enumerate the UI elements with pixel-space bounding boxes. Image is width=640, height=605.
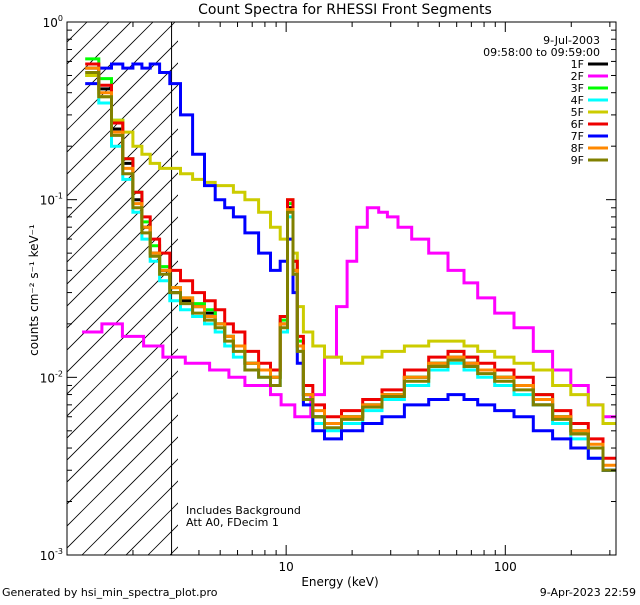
hatch-line — [67, 260, 178, 373]
hatch-line — [390, 22, 640, 555]
hatch-line — [0, 22, 21, 555]
hatch-line — [67, 172, 178, 285]
plot-frame — [66, 21, 617, 556]
legend-label-6F: 6F — [571, 118, 584, 131]
x-tick-label: 10 — [279, 560, 294, 574]
hatch-line — [67, 150, 178, 263]
hatch-line — [67, 106, 178, 219]
hatch-line — [456, 22, 640, 555]
hatch-line — [67, 194, 178, 307]
generation-timestamp: 9-Apr-2023 22:59 — [540, 586, 636, 599]
hatch-line — [67, 22, 176, 131]
y-axis-label: counts cm⁻² s⁻¹ keV⁻¹ — [27, 224, 41, 356]
hatch-line — [67, 128, 178, 241]
legend-label-4F: 4F — [571, 94, 584, 107]
y-tick-base: 10 — [43, 16, 58, 30]
y-tick-labels: 100 10-1 10-2 10-3 — [40, 14, 63, 563]
legend-label-5F: 5F — [571, 106, 584, 119]
observation-time-range: 09:58:00 to 09:59:00 — [483, 46, 600, 59]
hatch-line — [588, 22, 640, 555]
y-tick-exponent: 0 — [58, 14, 63, 23]
hatch-line — [67, 22, 110, 65]
generator-credit: Generated by hsi_min_spectra_plot.pro — [2, 586, 218, 599]
hatch-line — [67, 304, 178, 417]
y-tick-exponent: -1 — [55, 192, 63, 201]
hatch-line — [169, 546, 178, 555]
x-axis-label: Energy (keV) — [301, 575, 378, 589]
hatch-line — [544, 22, 640, 555]
y-tick-label: 10-2 — [40, 369, 63, 385]
axis-ticks — [66, 22, 616, 556]
observation-date: 9-Jul-2003 — [543, 34, 600, 47]
hatch-line — [346, 22, 640, 555]
hatch-line — [67, 348, 178, 461]
hatch-line — [324, 22, 640, 555]
hatch-line — [125, 502, 178, 555]
hatch-line — [147, 524, 178, 555]
legend-label-1F: 1F — [571, 58, 584, 71]
hatch-line — [67, 326, 178, 439]
hatch-line — [81, 458, 178, 555]
hatch-line — [67, 370, 178, 483]
legend-label-7F: 7F — [571, 130, 584, 143]
y-tick-label: 10-3 — [40, 547, 63, 563]
legend-label-8F: 8F — [571, 142, 584, 155]
hatch-line — [67, 436, 178, 549]
hatch-line — [412, 22, 640, 555]
hatch-line — [67, 392, 178, 505]
x-tick-labels: 10 100 — [279, 560, 517, 574]
y-tick-label: 100 — [43, 14, 63, 30]
attenuator-note: Att A0, FDecim 1 — [186, 516, 279, 529]
hatch-line — [67, 62, 178, 175]
legend-label-9F: 9F — [571, 154, 584, 167]
hatch-line — [434, 22, 640, 555]
y-tick-base: 10 — [40, 194, 55, 208]
hatch-line — [67, 216, 178, 329]
hatch-line — [67, 238, 178, 351]
y-tick-label: 10-1 — [40, 192, 63, 208]
hatch-line — [632, 22, 640, 555]
chart-title: Count Spectra for RHESSI Front Segments — [198, 2, 492, 18]
hatch-line — [610, 22, 640, 555]
hatched-background-region — [0, 22, 640, 555]
background-note: Includes Background — [186, 504, 301, 517]
series-layer — [82, 57, 616, 472]
x-tick-label: 100 — [494, 560, 517, 574]
legend-label-3F: 3F — [571, 82, 584, 95]
series-line-2F — [82, 206, 616, 419]
hatch-line — [67, 282, 178, 395]
hatch-line — [67, 414, 178, 527]
series-line-9F — [85, 71, 616, 472]
hatch-line — [67, 22, 154, 109]
hatch-line — [67, 84, 178, 197]
hatch-line — [368, 22, 640, 555]
hatch-line — [103, 480, 178, 555]
series-line-5F — [85, 74, 616, 425]
hatch-line — [280, 22, 640, 555]
hatch-line — [67, 40, 178, 153]
y-tick-base: 10 — [40, 549, 55, 563]
legend-label-2F: 2F — [571, 70, 584, 83]
y-tick-exponent: -3 — [55, 547, 63, 556]
hatch-line — [302, 22, 640, 555]
y-tick-base: 10 — [40, 371, 55, 385]
y-tick-exponent: -2 — [55, 369, 63, 378]
